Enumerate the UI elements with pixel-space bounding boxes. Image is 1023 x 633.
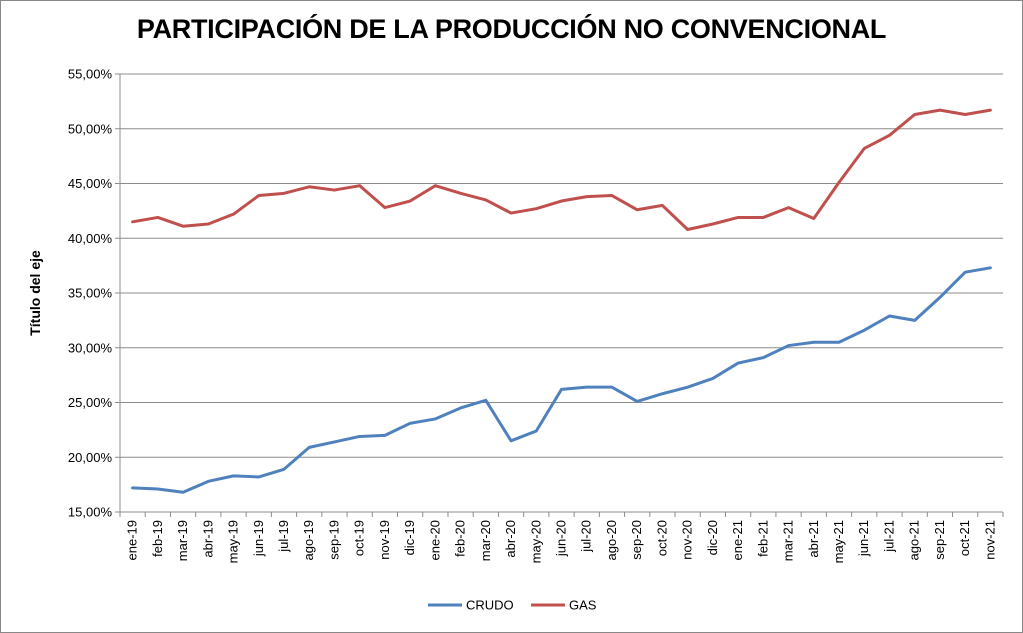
x-tick-label: mar-19 [175,520,190,561]
x-tick-label: jul-21 [881,520,896,553]
x-tick-label: may-20 [528,520,543,563]
x-tick-label: ene-21 [730,520,745,560]
x-tick-label: abr-21 [806,520,821,558]
x-tick-label: abr-20 [503,520,518,558]
y-tick-label: 45,00% [68,176,113,191]
x-tick-label: jul-19 [276,520,291,553]
x-tick-label: sep-21 [932,520,947,560]
x-tick-label: sep-19 [326,520,341,560]
x-tick-label: feb-21 [755,520,770,557]
x-tick-label: jun-20 [554,520,569,557]
axes [119,74,1003,513]
x-tick-label: oct-19 [352,520,367,556]
x-tick-label: ene-20 [427,520,442,560]
x-tick-label: nov-20 [680,520,695,560]
x-tick-label: dic-20 [705,520,720,555]
x-tick-label: oct-21 [957,520,972,556]
y-tick-label: 25,00% [68,395,113,410]
y-tick-label: 15,00% [68,505,113,520]
y-axis-label: Título del eje [27,250,43,336]
x-tick-label: feb-19 [150,520,165,557]
x-tick-label: ago-20 [604,520,619,560]
legend-label-gas: GAS [569,598,597,613]
series-lines [131,108,992,494]
x-tick-label: feb-20 [453,520,468,557]
x-tick-label: ago-21 [907,520,922,560]
x-tick-label: mar-20 [478,520,493,561]
x-tick-label: dic-19 [402,520,417,555]
y-tick-label: 55,00% [68,67,113,82]
y-tick-label: 35,00% [68,286,113,301]
x-tick-label: mar-21 [781,520,796,561]
x-tick-label: nov-21 [982,520,997,560]
x-tick-label: jun-19 [251,520,266,557]
y-tick-label: 40,00% [68,231,113,246]
y-tick-label: 50,00% [68,121,113,136]
series-line-crudo [131,266,992,494]
series-line-gas [131,108,992,231]
y-tick-label: 30,00% [68,340,113,355]
x-tick-label: sep-20 [629,520,644,560]
chart-title: PARTICIPACIÓN DE LA PRODUCCIÓN NO CONVEN… [136,14,887,44]
gridlines [120,73,1003,458]
legend-label-crudo: CRUDO [466,598,514,613]
x-tick-label: nov-19 [377,520,392,560]
legend: CRUDO GAS [428,598,597,613]
x-tick-label: ago-19 [301,520,316,560]
x-axis-ticks: ene-19 feb-19 mar-19 abr-19 may-19 jun-19 jul-… [119,512,1004,563]
x-tick-label: jul-20 [579,520,594,553]
x-tick-label: ene-19 [125,520,140,560]
x-tick-label: may-19 [226,520,241,563]
x-tick-label: oct-20 [654,520,669,556]
x-tick-label: jun-21 [856,520,871,557]
x-tick-label: may-21 [831,520,846,563]
y-axis-ticks: 15,00% 20,00% 25,00% 30,00% 35,00% 40,00% 45,0… [68,67,120,520]
y-tick-label: 20,00% [68,450,113,465]
x-tick-label: abr-19 [200,520,215,558]
